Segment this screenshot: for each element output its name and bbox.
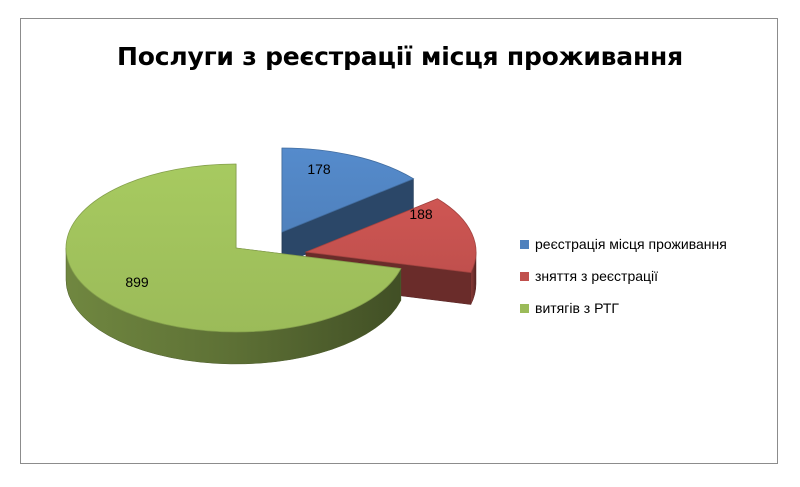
legend: реєстрація місця проживання зняття з реє… [520,228,727,324]
legend-swatch [520,303,529,313]
chart-title: Послуги з реєстрації місця проживання [117,42,683,71]
data-label: 899 [125,274,149,290]
data-label: 188 [409,206,433,222]
legend-label: зняття з реєстрації [535,268,659,284]
legend-swatch [520,239,529,249]
legend-item: витягів з РТГ [520,292,727,324]
legend-item: зняття з реєстрації [520,260,727,292]
data-label: 178 [307,161,331,177]
legend-label: реєстрація місця проживання [535,236,727,252]
legend-swatch [520,271,529,281]
pie-slice [281,147,415,233]
pie-slice [65,163,402,333]
legend-label: витягів з РТГ [535,300,619,316]
pie-slice [304,198,477,273]
legend-item: реєстрація місця проживання [520,228,727,260]
